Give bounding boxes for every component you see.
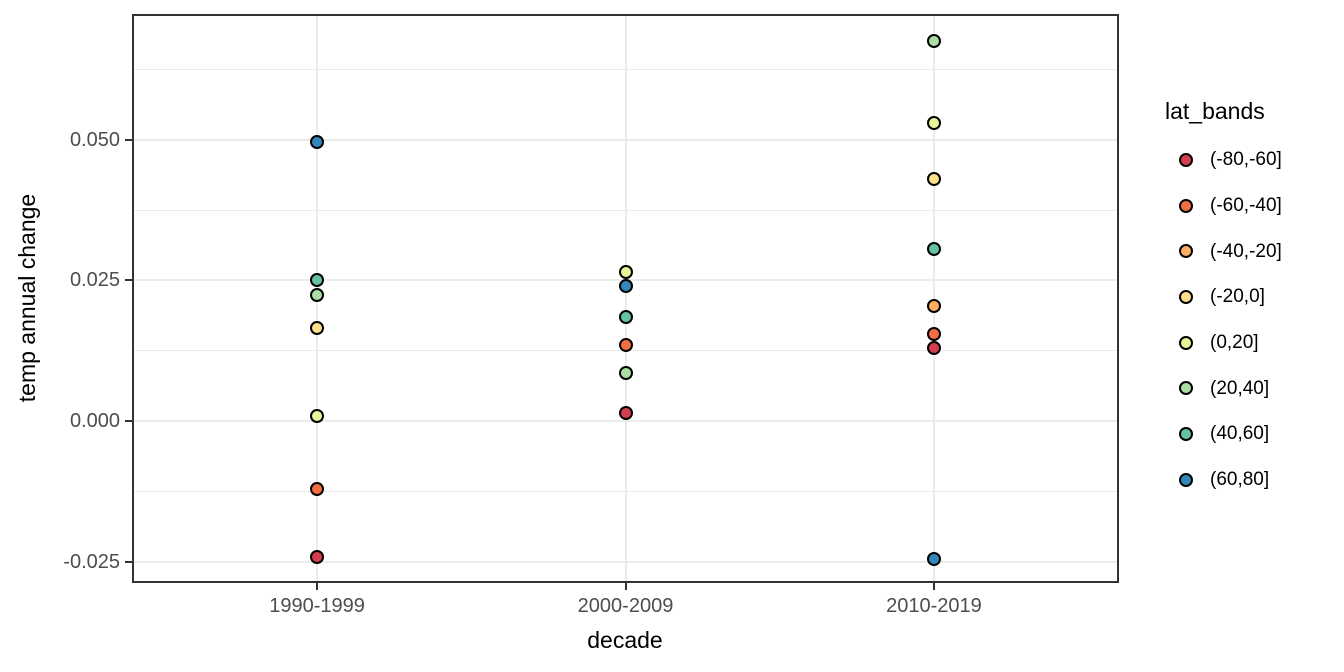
legend-item-label: (60,80] (1210, 469, 1270, 491)
plot-panel (132, 14, 1119, 583)
legend-key-circle (1179, 472, 1193, 487)
legend-key-circle (1179, 152, 1193, 167)
y-tick-label: -0.025 (63, 551, 120, 574)
y-axis-title: temp annual change (14, 193, 40, 403)
y-tick-mark (125, 420, 132, 423)
data-point (310, 287, 325, 302)
y-tick-mark (125, 561, 132, 564)
data-point (618, 265, 633, 280)
data-point (310, 481, 325, 496)
y-tick-label: 0.050 (69, 128, 120, 151)
legend-key-circle (1179, 381, 1193, 396)
legend-item-label: (-60,-40] (1210, 195, 1282, 217)
x-tick-mark (932, 583, 935, 590)
data-point (310, 321, 325, 336)
x-tick-label: 2010-2019 (886, 595, 982, 617)
y-tick-label: 0.025 (69, 269, 120, 292)
legend-item: (0,20] (1165, 320, 1282, 366)
data-point (926, 341, 941, 356)
y-tick-mark (125, 138, 132, 141)
data-point (926, 326, 941, 341)
legend-item-label: (40,60] (1210, 423, 1270, 445)
data-point (618, 338, 633, 353)
legend-item-label: (0,20] (1210, 332, 1259, 354)
x-axis-title: decade (587, 627, 663, 653)
data-point (618, 405, 633, 420)
data-point (926, 115, 941, 130)
legend-item: (-20,0] (1165, 274, 1282, 320)
legend-key-circle (1179, 335, 1193, 350)
legend-item-label: (-40,-20] (1210, 240, 1282, 262)
legend-item-label: (-20,0] (1210, 286, 1265, 308)
gridline-major-x (932, 14, 935, 583)
x-tick-label: 2000-2009 (577, 595, 674, 617)
x-tick-mark (316, 583, 319, 590)
data-point (926, 552, 941, 567)
legend-key-circle (1179, 289, 1193, 304)
legend-item: (-60,-40] (1165, 183, 1282, 229)
data-point (618, 366, 633, 381)
x-tick-mark (624, 583, 627, 590)
data-point (310, 408, 325, 423)
legend-item-label: (20,40] (1210, 377, 1270, 399)
data-point (618, 279, 633, 294)
data-point (618, 310, 633, 325)
data-point (926, 172, 941, 187)
data-point (310, 549, 325, 564)
data-point (926, 34, 941, 49)
legend-item: (-80,-60] (1165, 137, 1282, 183)
data-point (310, 135, 325, 150)
data-point (310, 273, 325, 288)
legend-key-circle (1179, 198, 1193, 213)
legend-item: (-40,-20] (1165, 228, 1282, 274)
legend-key-circle (1179, 426, 1193, 441)
legend-item-label: (-80,-60] (1210, 149, 1282, 171)
y-tick-label: 0.000 (69, 410, 120, 433)
y-tick-mark (125, 279, 132, 282)
legend: lat_bands (-80,-60] (-60,-40] (-40,-20] (-2… (1165, 97, 1282, 490)
data-point (926, 298, 941, 313)
legend-key-circle (1179, 244, 1193, 259)
data-point (926, 242, 941, 257)
legend-item: (40,60] (1165, 411, 1282, 457)
gridline-major-x (624, 14, 627, 583)
legend-item: (60,80] (1165, 457, 1282, 503)
x-tick-label: 1990-1999 (269, 595, 365, 617)
legend-items: (-80,-60] (-60,-40] (-40,-20] (-20,0] (0,20]… (1165, 137, 1282, 503)
legend-item: (20,40] (1165, 365, 1282, 411)
legend-title: lat_bands (1165, 98, 1265, 124)
